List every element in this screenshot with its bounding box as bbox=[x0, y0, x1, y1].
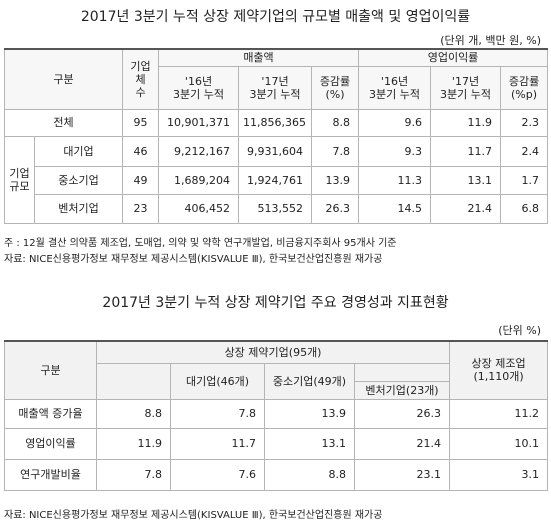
header-cell bbox=[96, 363, 171, 400]
cell: 11.3 bbox=[358, 165, 431, 195]
cell: 11.7 bbox=[430, 135, 501, 167]
cell: 7.8 bbox=[170, 398, 265, 429]
header-cell: 영업이익률 bbox=[357, 48, 549, 67]
unit-note: (단위 %) bbox=[498, 324, 541, 337]
cell: 10,901,371 bbox=[158, 108, 239, 137]
cell: 10.1 bbox=[449, 427, 549, 460]
header-cell: 구분 bbox=[4, 48, 123, 110]
cell: 2.3 bbox=[499, 108, 549, 137]
cell: 13.9 bbox=[264, 398, 355, 429]
row-label: 대기업 bbox=[34, 135, 123, 167]
table-title: 2017년 3분기 누적 상장 제약기업의 규모별 매출액 및 영업이익률 bbox=[80, 9, 471, 25]
cell: 3.1 bbox=[449, 458, 549, 491]
group-label: 기업 규모 bbox=[4, 135, 35, 224]
unit-note: (단위 개, 백만 원, %) bbox=[440, 34, 541, 47]
header-cell: '16년 3분기 누적 bbox=[158, 65, 239, 110]
cell: 9,931,604 bbox=[238, 135, 312, 167]
cell: 8.8 bbox=[264, 458, 355, 491]
cell: 8.8 bbox=[96, 398, 171, 429]
cell: 9.6 bbox=[358, 108, 431, 137]
cell: 1,924,761 bbox=[238, 165, 312, 195]
cell: 11.7 bbox=[170, 427, 265, 460]
cell: 11.2 bbox=[449, 398, 549, 429]
row-label: 영업이익률 bbox=[4, 427, 97, 460]
table-title: 2017년 3분기 누적 상장 제약기업 주요 경영성과 지표현황 bbox=[102, 295, 449, 311]
cell: 1.7 bbox=[499, 165, 549, 195]
header-cell: '17년 3분기 누적 bbox=[430, 65, 501, 110]
footnote: 주 : 12월 결산 의약품 제조업, 도매업, 의약 및 약학 연구개발업, … bbox=[4, 238, 397, 249]
header-cell: 상장 제조업 (1,110개) bbox=[449, 340, 549, 400]
source-note: 자료: NICE신용평가정보 재무정보 제공시스템(KISVALUE Ⅲ), 한… bbox=[4, 254, 383, 265]
header-cell: '17년 3분기 누적 bbox=[238, 65, 312, 110]
header-cell bbox=[353, 362, 451, 382]
header-cell: 기업체 수 bbox=[122, 48, 159, 110]
data-row: 전체 95 10,901,371 11,856,365 8.8 9.6 11.9… bbox=[4, 108, 549, 137]
row-label: 벤처기업 bbox=[34, 193, 123, 224]
cell: 13.1 bbox=[430, 165, 501, 195]
cell: 49 bbox=[122, 165, 159, 195]
data-row: 중소기업 49 1,689,204 1,924,761 13.9 11.3 13… bbox=[5, 165, 549, 195]
cell: 23.1 bbox=[353, 458, 451, 491]
cell: 513,552 bbox=[238, 193, 312, 224]
data-row: 연구개발비율 7.8 7.6 8.8 23.1 3.1 bbox=[4, 458, 549, 491]
cell: 7.8 bbox=[311, 135, 359, 167]
row-label: 중소기업 bbox=[34, 165, 123, 195]
cell: 23 bbox=[122, 193, 159, 224]
data-row: 기업 규모 대기업 46 9,212,167 9,931,604 7.8 9.3… bbox=[4, 135, 549, 224]
indicator-table: 구분 상장 제약기업(95개) 상장 제조업 (1,110개) 대기업(46개)… bbox=[4, 340, 549, 491]
source-note: 자료: NICE신용평가정보 재무정보 제공시스템(KISVALUE Ⅲ), 한… bbox=[4, 510, 383, 521]
header-cell: 중소기업(49개) bbox=[264, 362, 355, 400]
header-cell: 매출액 bbox=[158, 48, 359, 67]
data-row: 매출액 증가율 8.8 7.8 13.9 26.3 11.2 bbox=[4, 398, 549, 429]
cell: 21.4 bbox=[430, 193, 501, 224]
cell: 11.9 bbox=[430, 108, 501, 137]
cell: 8.8 bbox=[311, 108, 359, 137]
row-label: 전체 bbox=[4, 108, 123, 137]
header-cell: '16년 3분기 누적 bbox=[358, 65, 431, 110]
cell: 95 bbox=[122, 108, 159, 137]
cell: 21.4 bbox=[353, 427, 451, 460]
row-label: 매출액 증가율 bbox=[4, 398, 97, 429]
data-row: 영업이익률 11.9 11.7 13.1 21.4 10.1 bbox=[4, 427, 549, 460]
cell: 1,689,204 bbox=[158, 165, 239, 195]
header-cell: 증감률 (%) bbox=[311, 65, 359, 110]
cell: 11.9 bbox=[96, 427, 171, 460]
cell: 9.3 bbox=[358, 135, 431, 167]
cell: 46 bbox=[122, 135, 159, 167]
data-row: 벤처기업 23 406,452 513,552 26.3 14.5 21.4 6… bbox=[5, 193, 549, 224]
cell: 2.4 bbox=[499, 135, 549, 167]
header-cell: 대기업(46개) bbox=[170, 362, 265, 400]
cell: 13.1 bbox=[264, 427, 355, 460]
cell: 14.5 bbox=[358, 193, 431, 224]
cell: 13.9 bbox=[311, 165, 359, 195]
cell: 7.6 bbox=[170, 458, 265, 491]
header-cell: 상장 제약기업(95개) bbox=[95, 340, 451, 364]
cell: 26.3 bbox=[353, 398, 451, 429]
cell: 11,856,365 bbox=[238, 108, 312, 137]
cell: 26.3 bbox=[311, 193, 359, 224]
cell: 6.8 bbox=[499, 193, 549, 224]
cell: 7.8 bbox=[96, 458, 171, 491]
header-cell: 구분 bbox=[4, 340, 97, 400]
header-cell: 증감률 (%p) bbox=[499, 65, 549, 110]
cell: 9,212,167 bbox=[158, 135, 239, 167]
row-label: 연구개발비율 bbox=[4, 458, 97, 491]
header-cell: 벤처기업(23개) bbox=[353, 380, 451, 400]
sales-table: 구분 기업체 수 매출액 영업이익률 '16년 3분기 누적 '17년 3분기 … bbox=[4, 48, 549, 224]
cell: 406,452 bbox=[158, 193, 239, 224]
